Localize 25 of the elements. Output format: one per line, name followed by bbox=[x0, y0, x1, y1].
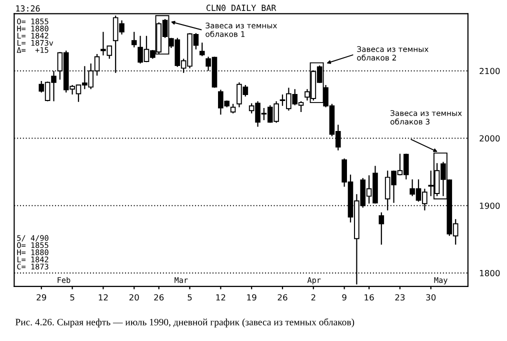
text: 13:26 bbox=[16, 5, 40, 12]
x-tick-label: 5 bbox=[188, 294, 192, 301]
x-tick-label: 29 bbox=[36, 294, 46, 301]
candlestick bbox=[378, 212, 384, 246]
x-tick-label: 12 bbox=[98, 294, 108, 300]
y-tick-label: 1800 bbox=[480, 270, 500, 276]
x-tick-label: 19 bbox=[247, 294, 256, 301]
x-tick-label: 5 bbox=[70, 294, 74, 301]
x-tick-label: 26 bbox=[278, 294, 288, 301]
x-tick-label: 12 bbox=[216, 294, 226, 300]
x-tick-label: 16 bbox=[364, 294, 374, 301]
x-tick-label: 2 bbox=[311, 294, 316, 300]
candlestick bbox=[131, 31, 137, 48]
y-tick-label: 1900 bbox=[480, 202, 500, 209]
candlestick bbox=[199, 42, 205, 57]
x-tick-label: 9 bbox=[342, 294, 346, 301]
y-tick-label: 2000 bbox=[480, 135, 500, 142]
x-tick-label: 23 bbox=[395, 294, 405, 301]
candlestick bbox=[230, 103, 236, 114]
x-tick-label: 20 bbox=[129, 294, 139, 301]
x-tick-label: 26 bbox=[154, 294, 164, 301]
y-tick-label: 2100 bbox=[480, 68, 500, 74]
x-tick-label: 30 bbox=[426, 294, 436, 301]
text: Рис. 4.26. Сырая нефть — июль 1990, дневной график (завеса из темных облаков) bbox=[15, 318, 354, 328]
chart-title: CLN0 DAILY BAR bbox=[206, 4, 276, 11]
